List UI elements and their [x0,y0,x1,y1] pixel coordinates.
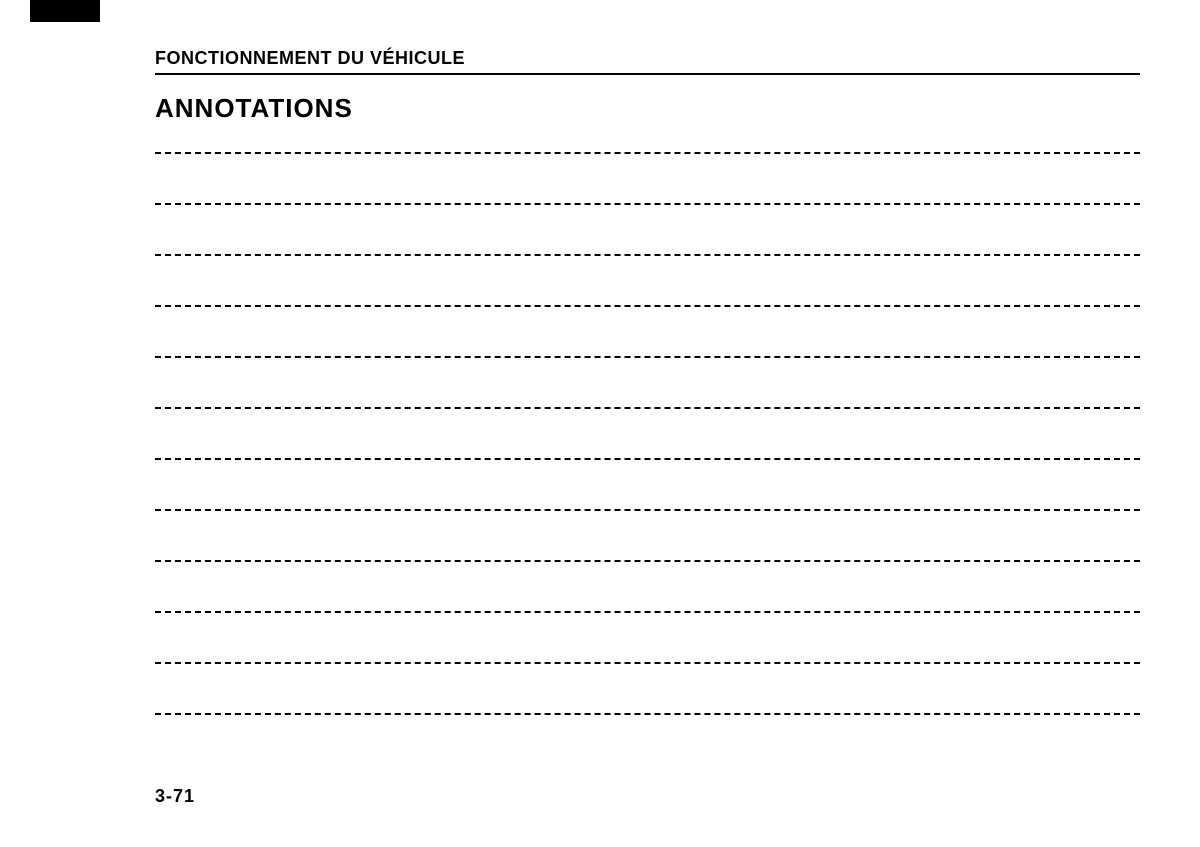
note-line [155,458,1140,509]
page-title: ANNOTATIONS [155,93,1140,124]
page-content: FONCTIONNEMENT DU VÉHICULE ANNOTATIONS [155,48,1140,764]
note-line [155,662,1140,713]
note-line [155,509,1140,560]
note-line [155,254,1140,305]
note-line [155,203,1140,254]
scan-artifact-top-left [30,0,100,22]
note-line [155,713,1140,764]
note-line [155,305,1140,356]
note-line [155,407,1140,458]
page-number: 3-71 [155,786,195,807]
note-lines-area [155,152,1140,764]
note-line [155,152,1140,203]
section-header: FONCTIONNEMENT DU VÉHICULE [155,48,1140,75]
note-line [155,611,1140,662]
note-line [155,356,1140,407]
note-line [155,560,1140,611]
